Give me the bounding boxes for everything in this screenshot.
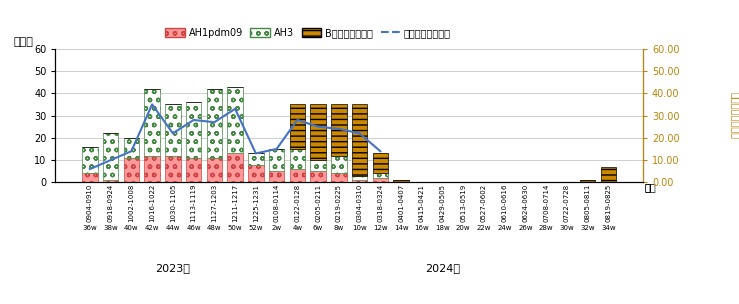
Bar: [228, 87, 243, 154]
Y-axis label: 定点当たり報告数: 定点当たり報告数: [730, 92, 739, 139]
Bar: [310, 160, 326, 171]
Bar: [372, 154, 388, 174]
Bar: [185, 102, 202, 158]
Bar: [248, 164, 264, 182]
Bar: [310, 104, 326, 160]
Bar: [144, 89, 160, 156]
Bar: [331, 156, 347, 174]
Bar: [207, 89, 222, 158]
Bar: [185, 158, 202, 182]
Bar: [352, 180, 367, 182]
Legend: AH1pdm09, AH3, Bビクトリア系統, 定点当たり報告数: AH1pdm09, AH3, Bビクトリア系統, 定点当たり報告数: [161, 24, 455, 42]
Bar: [372, 174, 388, 178]
Bar: [393, 180, 409, 182]
Bar: [290, 169, 305, 182]
Text: 月日: 月日: [644, 182, 655, 192]
Text: 2023年: 2023年: [155, 263, 191, 273]
Bar: [248, 154, 264, 164]
Bar: [144, 156, 160, 182]
Bar: [269, 149, 285, 171]
Bar: [310, 171, 326, 182]
Bar: [331, 174, 347, 182]
Bar: [331, 104, 347, 156]
Bar: [352, 176, 367, 180]
Bar: [290, 104, 305, 149]
Bar: [82, 174, 98, 182]
Bar: [269, 171, 285, 182]
Bar: [103, 180, 118, 182]
Bar: [103, 133, 118, 180]
Bar: [580, 180, 596, 182]
Bar: [601, 167, 616, 182]
Bar: [290, 149, 305, 169]
Text: 2024年: 2024年: [425, 263, 460, 273]
Bar: [228, 154, 243, 182]
Bar: [165, 104, 180, 156]
Bar: [82, 147, 98, 174]
Bar: [165, 156, 180, 182]
Text: 週: 週: [644, 182, 650, 192]
Bar: [372, 178, 388, 182]
Bar: [123, 138, 139, 158]
Bar: [123, 158, 139, 182]
Bar: [207, 158, 222, 182]
Y-axis label: 検出数: 検出数: [13, 37, 33, 47]
Bar: [352, 104, 367, 176]
